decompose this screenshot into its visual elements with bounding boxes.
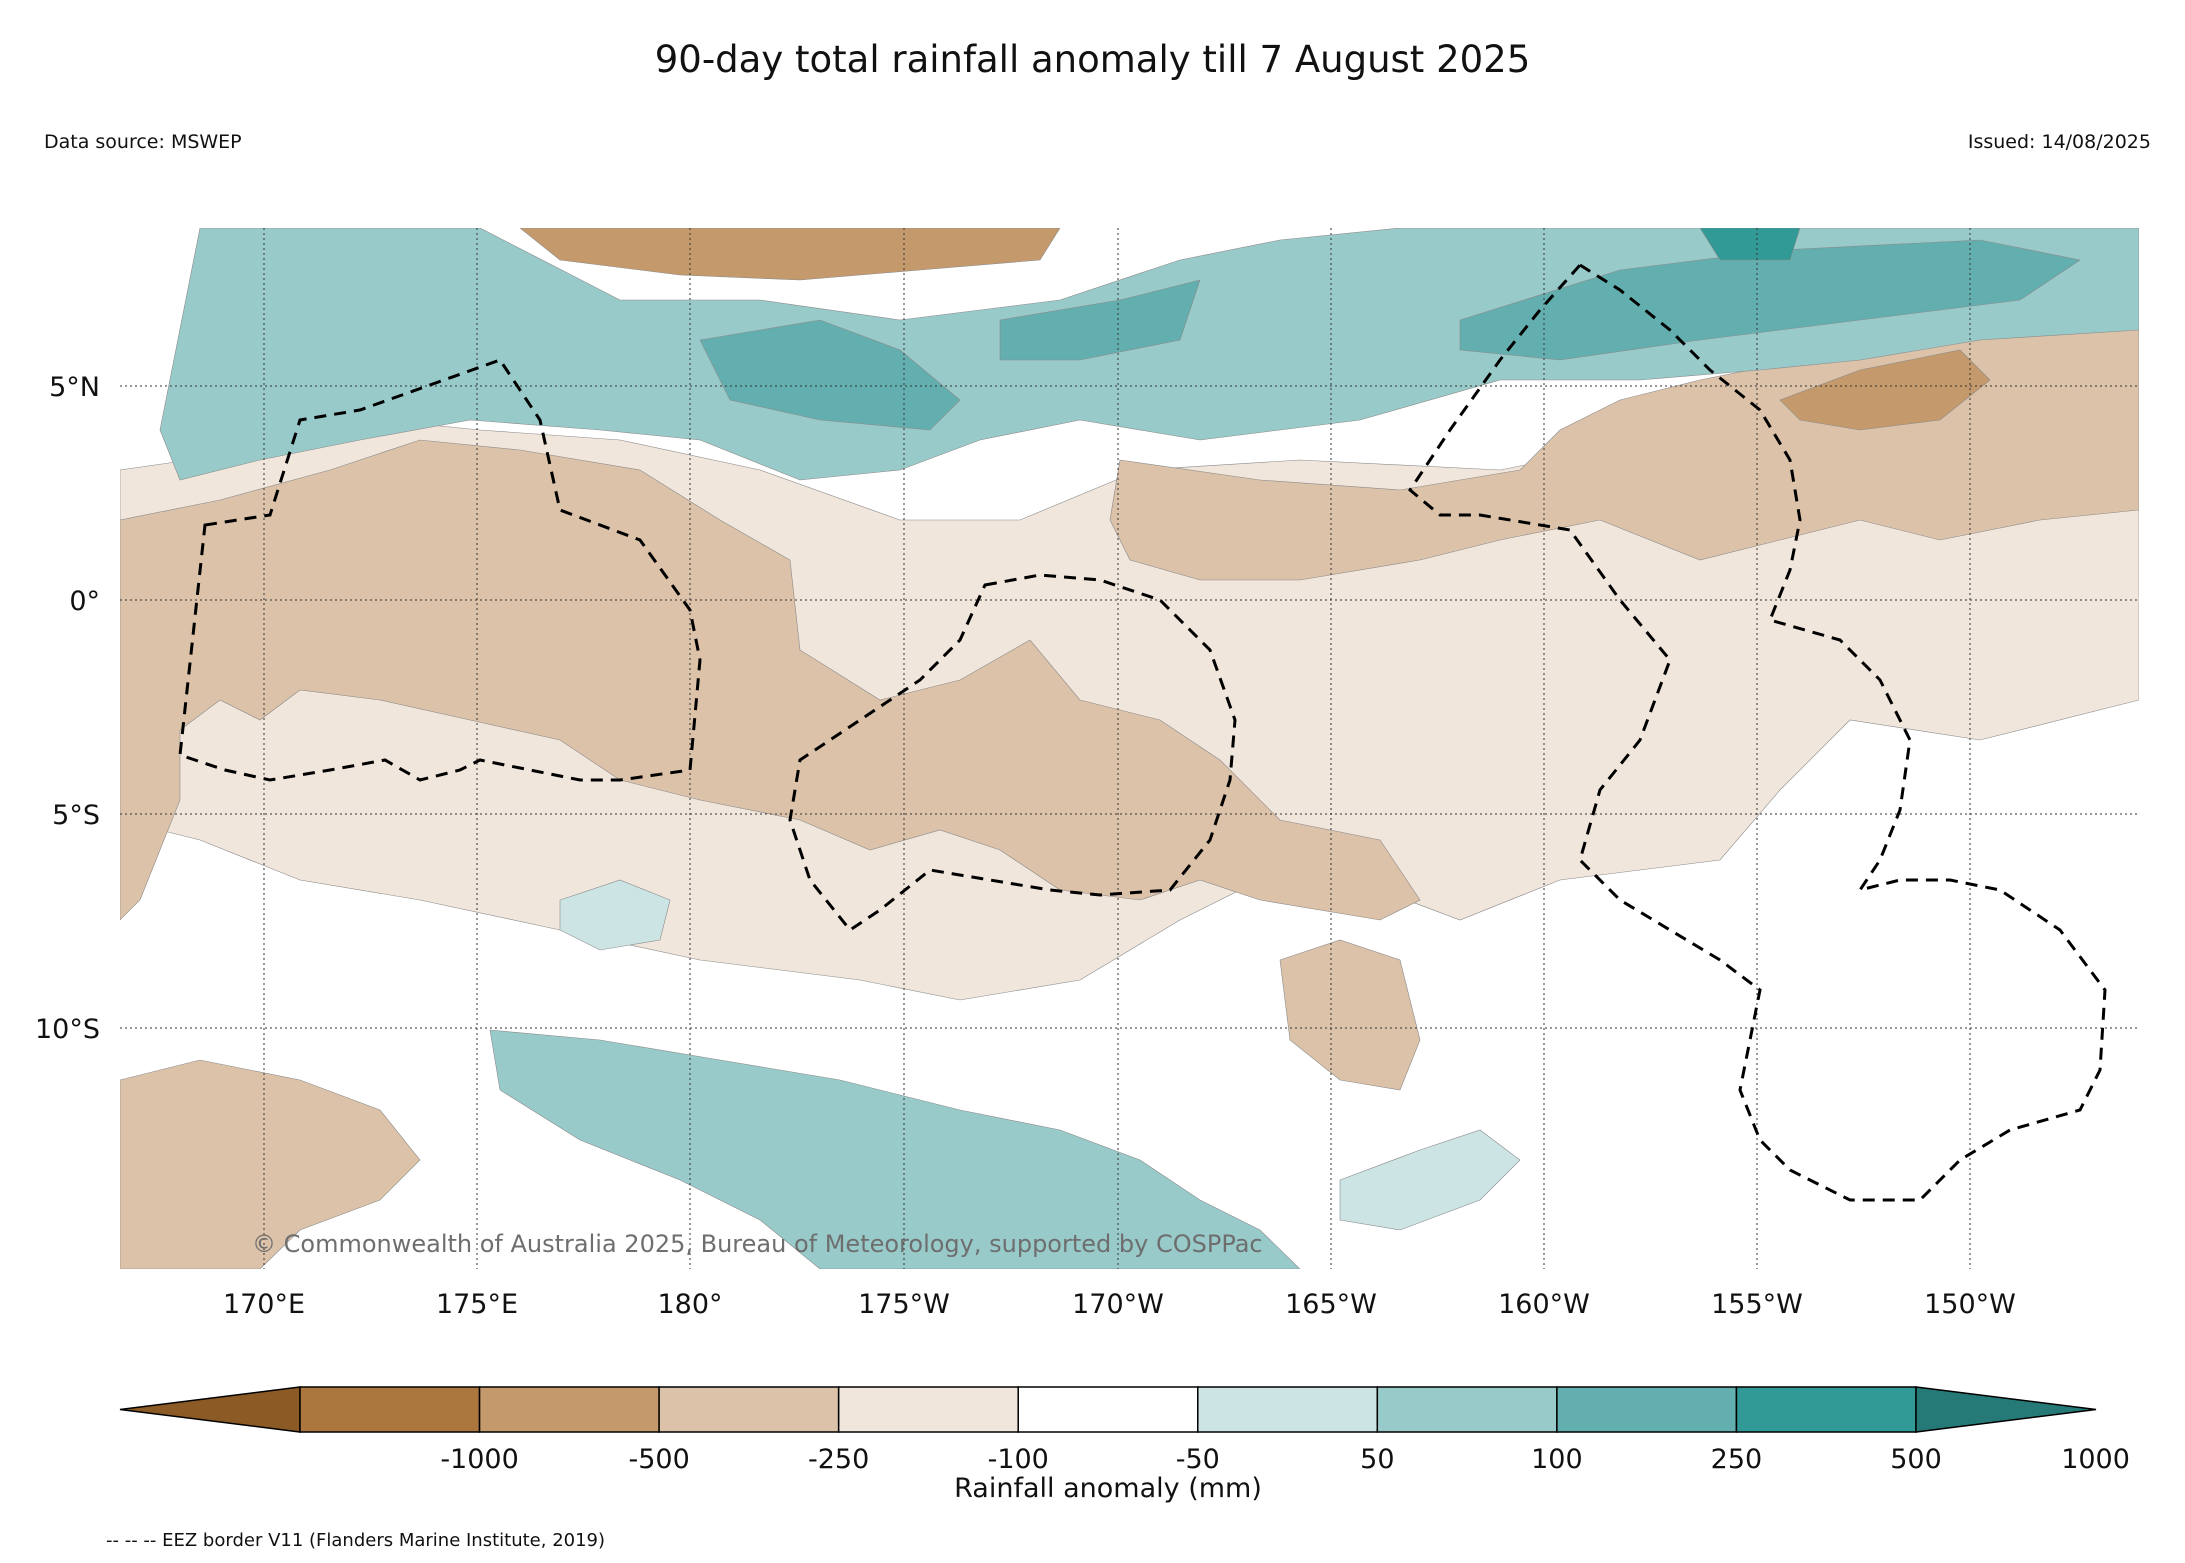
data-source: Data source: MSWEP xyxy=(44,131,242,153)
colorbar-tick-label: 250 xyxy=(1711,1444,1763,1475)
colorbar-tick-label: -1000 xyxy=(440,1444,518,1475)
anomaly-region-very-dry xyxy=(1779,349,1991,431)
lon-label-180: 180° xyxy=(657,1289,722,1320)
colorbar-segment xyxy=(1556,1386,1738,1433)
colorbar-segment xyxy=(658,1386,840,1433)
colorbar-tick-label: -50 xyxy=(1176,1444,1220,1475)
colorbar: -1000 -500 -250 -100 -50 50 100 250 500 1000 xyxy=(119,1386,2130,1475)
colorbar-segment xyxy=(299,1386,481,1433)
lon-label-150w: 150°W xyxy=(1924,1289,2016,1320)
colorbar-tick-label: 100 xyxy=(1531,1444,1583,1475)
colorbar-tick-label: 1000 xyxy=(2061,1444,2130,1475)
colorbar-tick-label: -100 xyxy=(988,1444,1049,1475)
lon-label-165w: 165°W xyxy=(1285,1289,1377,1320)
lon-label-175e: 175°E xyxy=(436,1289,518,1320)
colorbar-segment xyxy=(478,1386,660,1433)
graticule xyxy=(120,228,2139,1269)
anomaly-region-wetter-north xyxy=(699,319,961,431)
issued-date: Issued: 14/08/2025 xyxy=(1967,131,2151,153)
lon-label-170w: 170°W xyxy=(1072,1289,1164,1320)
anomaly-field xyxy=(120,228,2139,1269)
lat-label-10s: 10°S xyxy=(35,1014,100,1045)
colorbar-tick-label: -500 xyxy=(628,1444,689,1475)
colorbar-label: Rainfall anomaly (mm) xyxy=(954,1473,1262,1504)
anomaly-region-wettest-north xyxy=(1699,228,1801,261)
lon-label-155w: 155°W xyxy=(1711,1289,1803,1320)
lat-label-5s: 5°S xyxy=(52,800,100,831)
anomaly-region-wetter-north-2 xyxy=(999,279,1201,361)
anomaly-region-light-wet-south xyxy=(1339,1129,1521,1231)
anomaly-region-wet-south xyxy=(489,1029,1301,1269)
anomaly-region-very-dry-north xyxy=(519,228,1061,281)
lat-label-0: 0° xyxy=(69,586,100,617)
copyright-credit: © Commonwealth of Australia 2025, Bureau… xyxy=(252,1230,1263,1258)
colorbar-segment xyxy=(1017,1386,1199,1433)
lat-label-5n: 5°N xyxy=(49,372,100,403)
colorbar-segment xyxy=(837,1386,1019,1433)
lon-label-175w: 175°W xyxy=(858,1289,950,1320)
anomaly-region-dry xyxy=(120,439,1421,921)
eez-legend-note: -- -- -- EEZ border V11 (Flanders Marine… xyxy=(106,1530,606,1551)
colorbar-extend-low xyxy=(119,1386,301,1433)
lon-label-170e: 170°E xyxy=(223,1289,305,1320)
eez-borders xyxy=(178,263,2107,1202)
colorbar-extend-high xyxy=(1915,1386,2097,1433)
colorbar-segment xyxy=(1735,1386,1917,1433)
lon-label-160w: 160°W xyxy=(1498,1289,1590,1320)
colorbar-segment xyxy=(1376,1386,1558,1433)
colorbar-tick-label: 50 xyxy=(1360,1444,1394,1475)
anomaly-region-dry-south xyxy=(1279,939,1421,1091)
colorbar-tick-label: -250 xyxy=(808,1444,869,1475)
colorbar-segment xyxy=(1197,1386,1379,1433)
colorbar-tick-label: 500 xyxy=(1890,1444,1942,1475)
anomaly-region-light-wet-mid xyxy=(559,879,671,951)
anomaly-region-dry-sw xyxy=(120,1059,421,1269)
map-title: 90-day total rainfall anomaly till 7 Aug… xyxy=(654,38,1531,81)
